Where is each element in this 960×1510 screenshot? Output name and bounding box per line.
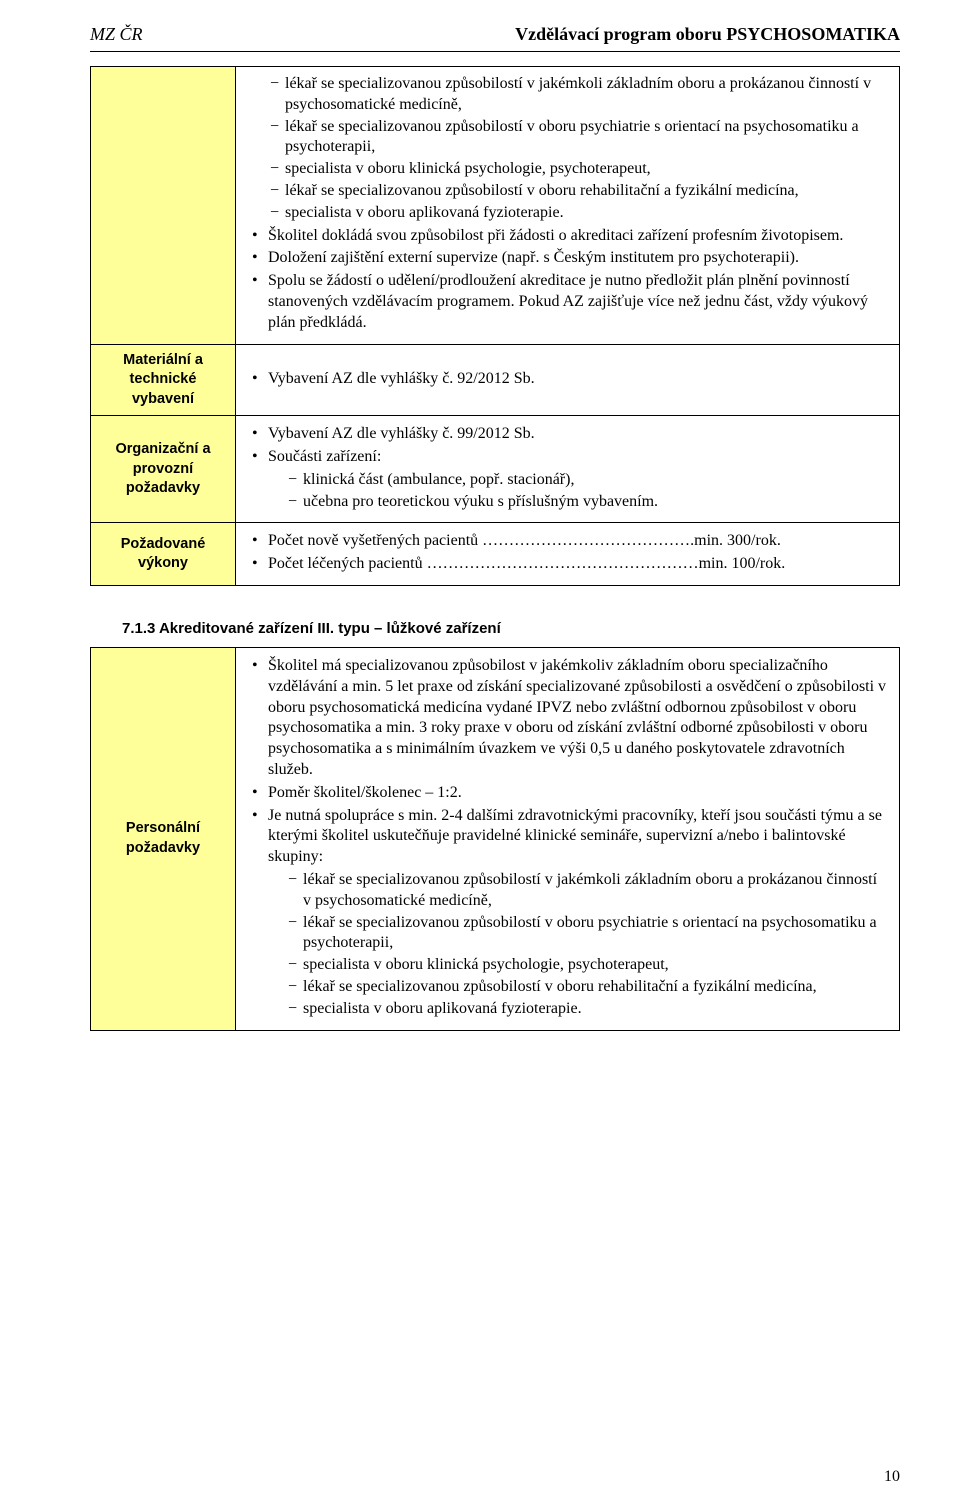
list-item: lékař se specializovanou způsobilostí v …: [288, 913, 889, 955]
list-item: specialista v oboru klinická psychologie…: [288, 955, 889, 976]
list-item: Počet léčených pacientů ……………………………………………: [250, 554, 889, 575]
list-item-text: Je nutná spolupráce s min. 2-4 dalšími z…: [268, 807, 882, 866]
outer-list: Školitel má specializovanou způsobilost …: [250, 656, 889, 1020]
label-material: Materiální a technické vybavení: [91, 344, 236, 416]
table-row: lékař se specializovanou způsobilostí v …: [91, 67, 900, 345]
data-cell-material: Vybavení AZ dle vyhlášky č. 92/2012 Sb.: [236, 344, 900, 416]
list-item: lékař se specializovanou způsobilostí v …: [288, 870, 889, 912]
outer-list: Počet nově vyšetřených pacientů ………………………: [250, 531, 889, 575]
list-item: lékař se specializovanou způsobilostí v …: [270, 181, 889, 202]
list-item: specialista v oboru aplikovaná fyziotera…: [288, 999, 889, 1020]
sub-list: lékař se specializovanou způsobilostí v …: [268, 870, 889, 1020]
list-item: Doložení zajištění externí supervize (na…: [250, 248, 889, 269]
page-header: MZ ČR Vzdělávací program oboru PSYCHOSOM…: [90, 24, 900, 52]
list-item: Vybavení AZ dle vyhlášky č. 92/2012 Sb.: [250, 369, 889, 390]
table-row: Organizační a provozní požadavky Vybaven…: [91, 416, 900, 523]
page-number: 10: [884, 1468, 900, 1486]
outer-list: Vybavení AZ dle vyhlášky č. 99/2012 Sb. …: [250, 424, 889, 512]
page: MZ ČR Vzdělávací program oboru PSYCHOSOM…: [0, 0, 960, 1081]
data-cell-continuation: lékař se specializovanou způsobilostí v …: [236, 67, 900, 345]
list-item: Školitel dokládá svou způsobilost při žá…: [250, 226, 889, 247]
list-item: lékař se specializovanou způsobilostí v …: [288, 977, 889, 998]
header-left: MZ ČR: [90, 24, 143, 45]
label-vykony: Požadované výkony: [91, 523, 236, 586]
requirements-table-2: Personální požadavky Školitel má special…: [90, 647, 900, 1031]
sub-list: lékař se specializovanou způsobilostí v …: [250, 74, 889, 224]
list-item: Vybavení AZ dle vyhlášky č. 99/2012 Sb.: [250, 424, 889, 445]
table-row: Personální požadavky Školitel má special…: [91, 648, 900, 1031]
list-item: specialista v oboru aplikovaná fyziotera…: [270, 203, 889, 224]
data-cell-personalni: Školitel má specializovanou způsobilost …: [236, 648, 900, 1031]
list-item: klinická část (ambulance, popř. stacioná…: [288, 470, 889, 491]
data-cell-organizacni: Vybavení AZ dle vyhlášky č. 99/2012 Sb. …: [236, 416, 900, 523]
list-item: Poměr školitel/školenec – 1:2.: [250, 783, 889, 804]
list-item: Školitel má specializovanou způsobilost …: [250, 656, 889, 781]
label-personalni: Personální požadavky: [91, 648, 236, 1031]
list-item: Je nutná spolupráce s min. 2-4 dalšími z…: [250, 806, 889, 1020]
requirements-table-1: lékař se specializovanou způsobilostí v …: [90, 66, 900, 586]
table-row: Požadované výkony Počet nově vyšetřených…: [91, 523, 900, 586]
list-item: Spolu se žádostí o udělení/prodloužení a…: [250, 271, 889, 333]
label-organizacni: Organizační a provozní požadavky: [91, 416, 236, 523]
outer-list: Školitel dokládá svou způsobilost při žá…: [250, 226, 889, 334]
list-item: Součásti zařízení: klinická část (ambula…: [250, 447, 889, 512]
list-item: lékař se specializovanou způsobilostí v …: [270, 117, 889, 159]
list-item: Počet nově vyšetřených pacientů ………………………: [250, 531, 889, 552]
empty-label-cell: [91, 67, 236, 345]
header-right: Vzdělávací program oboru PSYCHOSOMATIKA: [515, 24, 900, 45]
list-item: lékař se specializovanou způsobilostí v …: [270, 74, 889, 116]
table-row: Materiální a technické vybavení Vybavení…: [91, 344, 900, 416]
outer-list: Vybavení AZ dle vyhlášky č. 92/2012 Sb.: [250, 369, 889, 390]
sub-list: klinická část (ambulance, popř. stacioná…: [268, 470, 889, 513]
section-heading-7-1-3: 7.1.3 Akreditované zařízení III. typu – …: [122, 620, 900, 637]
list-item-text: Součásti zařízení:: [268, 448, 381, 465]
list-item: specialista v oboru klinická psychologie…: [270, 159, 889, 180]
data-cell-vykony: Počet nově vyšetřených pacientů ………………………: [236, 523, 900, 586]
list-item: učebna pro teoretickou výuku s příslušný…: [288, 492, 889, 513]
